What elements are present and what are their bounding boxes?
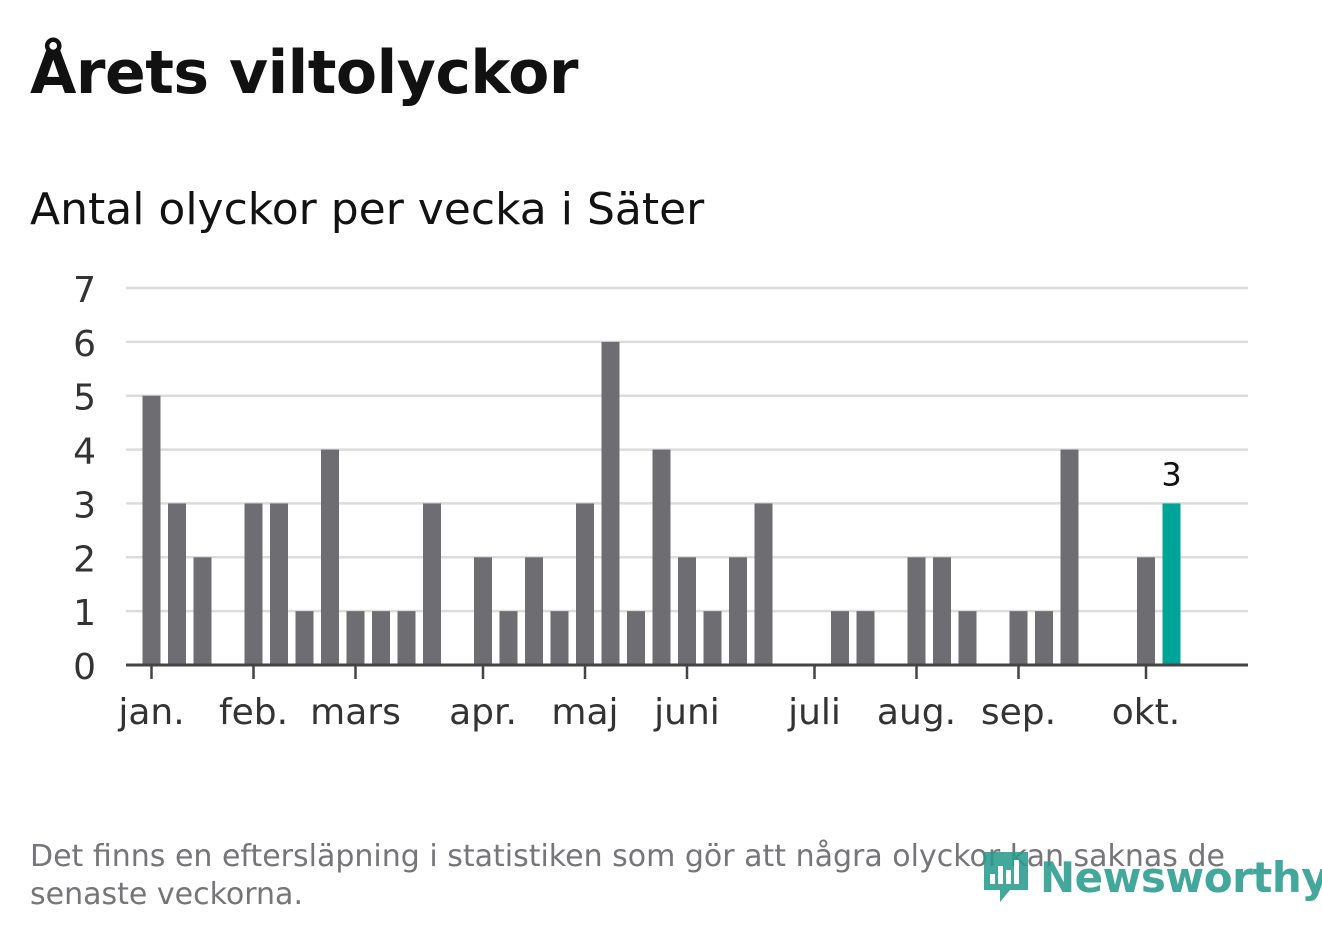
bar [397, 611, 416, 665]
x-axis: jan. feb. mars apr. maj juni juli aug. sep. okt. [117, 663, 1248, 733]
x-tick-label: okt. [1112, 692, 1180, 733]
bar [142, 395, 161, 665]
bar [423, 503, 441, 665]
x-tick-label: apr. [449, 692, 517, 733]
y-tick-label: 6 [73, 324, 96, 365]
bar [1060, 449, 1079, 665]
y-tick-label: 5 [73, 378, 96, 419]
x-tick-label: maj [551, 692, 618, 733]
bar [831, 611, 849, 665]
bar [576, 503, 594, 665]
x-tick-label: feb. [219, 692, 288, 733]
bar [652, 449, 671, 665]
bar [729, 557, 747, 665]
bar [627, 611, 645, 665]
bar [270, 503, 288, 665]
newsworthy-bar-icon [984, 852, 1028, 902]
bar [678, 557, 696, 665]
data-label-last-week: 3 [1161, 455, 1181, 493]
bars [142, 341, 1181, 665]
y-tick-label: 4 [73, 432, 96, 473]
bar [193, 557, 212, 665]
bar [856, 611, 875, 665]
bar [1035, 611, 1053, 665]
bar [958, 611, 977, 665]
bar-highlight [1162, 503, 1181, 665]
y-tick-label: 0 [73, 647, 96, 688]
bar [550, 611, 569, 665]
bar [933, 557, 951, 665]
y-tick-label: 1 [73, 593, 96, 634]
bar [321, 449, 339, 665]
bar [346, 611, 365, 665]
bar [525, 557, 543, 665]
bar [372, 611, 390, 665]
bar [703, 611, 722, 665]
bar [907, 557, 926, 665]
bar [1137, 557, 1155, 665]
bar [499, 611, 518, 665]
x-tick-label: jan. [117, 692, 184, 733]
data-labels: 3 [1161, 455, 1181, 493]
x-tick-label: juni [653, 692, 720, 733]
y-tick-label: 2 [73, 539, 96, 580]
bar [474, 557, 492, 665]
y-axis-ticks: 0 1 2 3 4 5 6 7 [73, 270, 96, 688]
y-tick-label: 7 [73, 270, 96, 311]
y-tick-label: 3 [73, 485, 96, 526]
x-tick-label: sep. [981, 692, 1056, 733]
bar [168, 503, 186, 665]
chart-title: Årets viltolyckor [30, 38, 579, 108]
logo-text: Newsworthy [1040, 852, 1322, 902]
bar [295, 611, 314, 665]
x-tick-label: mars [310, 692, 401, 733]
bar [754, 503, 773, 665]
x-tick-label: juli [787, 692, 841, 733]
x-tick-label: aug. [877, 692, 956, 733]
bar [1009, 611, 1028, 665]
newsworthy-logo: Newsworthy [980, 848, 1322, 906]
bar-chart: 0 1 2 3 4 5 6 7 jan. feb. mars apr. maj juni juli aug.… [73, 270, 1248, 733]
bar [601, 341, 620, 665]
bar [244, 503, 263, 665]
chart-subtitle: Antal olyckor per vecka i Säter [30, 184, 705, 235]
